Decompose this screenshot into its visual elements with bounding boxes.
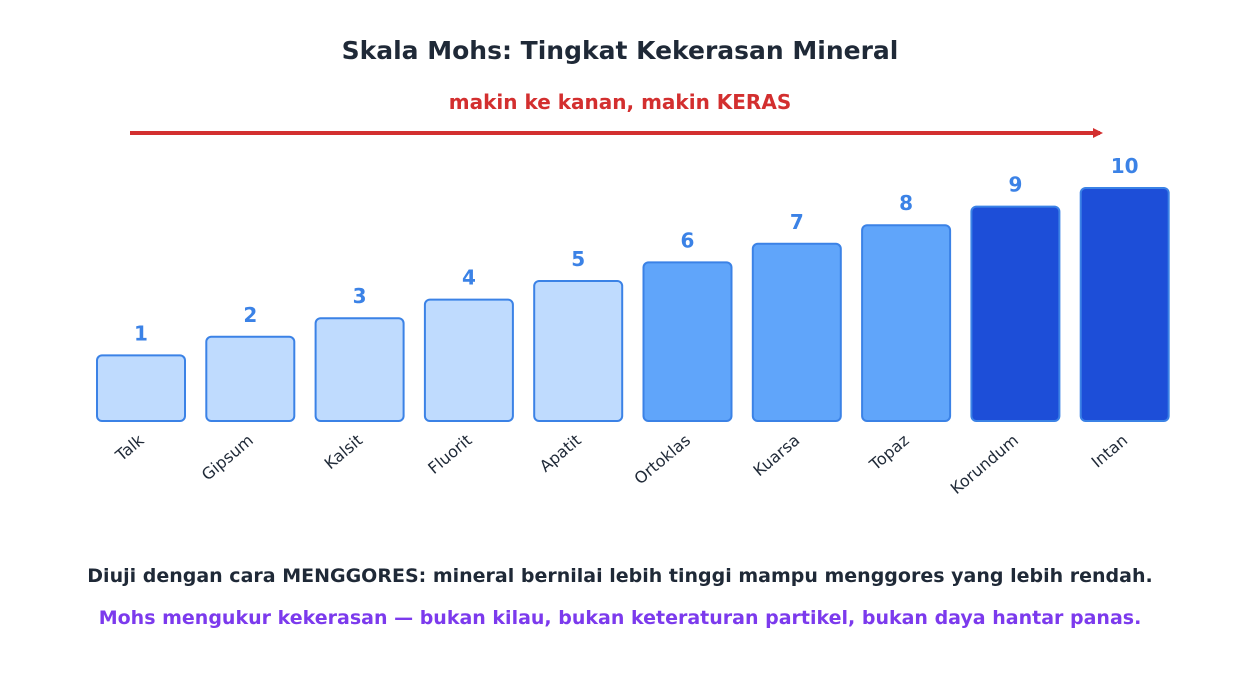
category-label-kalsit: Kalsit (321, 431, 367, 474)
category-label-intan: Intan (1088, 431, 1132, 472)
bar-apatit (533, 280, 624, 422)
value-label-korundum: 9 (1008, 173, 1022, 197)
value-label-talk: 1 (134, 321, 148, 345)
bar-ortoklas (642, 261, 733, 422)
bars-group: 1 Talk 2 Gipsum 3 Kalsit 4 Fluorit 5 Apatit 6 Ortok… (96, 154, 1170, 498)
bar-kuarsa (751, 242, 842, 422)
category-label-ortoklas: Ortoklas (630, 431, 694, 489)
chart-subtitle: makin ke kanan, makin KERAS (448, 90, 792, 114)
chart-title: Skala Mohs: Tingkat Kekerasan Mineral (341, 36, 899, 65)
value-label-kalsit: 3 (353, 284, 367, 308)
clarification-note: Mohs mengukur kekerasan — bukan kilau, b… (98, 607, 1142, 629)
category-label-korundum: Korundum (947, 431, 1022, 498)
bar-intan (1079, 187, 1170, 422)
value-label-intan: 10 (1111, 154, 1139, 178)
value-label-apatit: 5 (571, 247, 585, 271)
value-label-gipsum: 2 (243, 303, 257, 327)
category-label-gipsum: Gipsum (198, 431, 257, 485)
category-label-kuarsa: Kuarsa (750, 431, 804, 480)
value-label-ortoklas: 6 (681, 228, 695, 252)
value-label-kuarsa: 7 (790, 210, 804, 234)
bar-korundum (970, 205, 1061, 422)
category-label-apatit: Apatit (536, 431, 585, 476)
bar-talk (96, 354, 186, 422)
category-label-topaz: Topaz (865, 431, 913, 475)
bar-fluorit (423, 298, 514, 423)
bar-topaz (861, 224, 952, 422)
value-label-topaz: 8 (899, 191, 913, 215)
bar-kalsit (314, 317, 405, 423)
bar-gipsum (205, 335, 296, 422)
category-label-talk: Talk (111, 430, 148, 465)
category-label-fluorit: Fluorit (424, 431, 475, 478)
test-method-note: Diuji dengan cara MENGGORES: mineral ber… (87, 565, 1153, 587)
value-label-fluorit: 4 (462, 266, 476, 290)
